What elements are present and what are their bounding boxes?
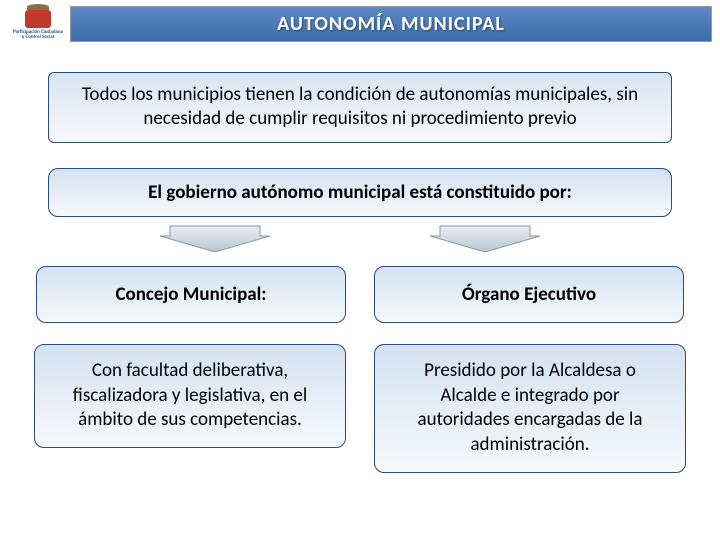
subtitle-text: El gobierno autónomo municipal está cons… [148, 181, 572, 204]
left-desc-box: Con facultad deliberativa, fiscalizadora… [34, 344, 346, 448]
page-title: AUTONOMÍA MUNICIPAL [277, 12, 505, 36]
logo-text-2: y Control Social [22, 35, 54, 40]
logo-graphic [25, 10, 51, 28]
intro-text: Todos los municipios tienen la condición… [82, 83, 638, 130]
logo: Participación Ciudadana y Control Social [8, 4, 68, 46]
right-title-text: Órgano Ejecutivo [462, 283, 596, 306]
right-desc-text: Presidido por la Alcaldesa o Alcalde e i… [418, 359, 643, 456]
left-title-box: Concejo Municipal: [36, 266, 346, 323]
arrow-down-right-icon [430, 224, 540, 252]
arrow-down-left-icon [160, 224, 270, 252]
right-title-box: Órgano Ejecutivo [374, 266, 684, 323]
intro-box: Todos los municipios tienen la condición… [48, 72, 672, 143]
subtitle-box: El gobierno autónomo municipal está cons… [48, 168, 672, 217]
title-bar: AUTONOMÍA MUNICIPAL [70, 6, 712, 42]
left-desc-text: Con facultad deliberativa, fiscalizadora… [73, 359, 307, 431]
left-title-text: Concejo Municipal: [115, 283, 266, 306]
right-desc-box: Presidido por la Alcaldesa o Alcalde e i… [374, 344, 686, 473]
